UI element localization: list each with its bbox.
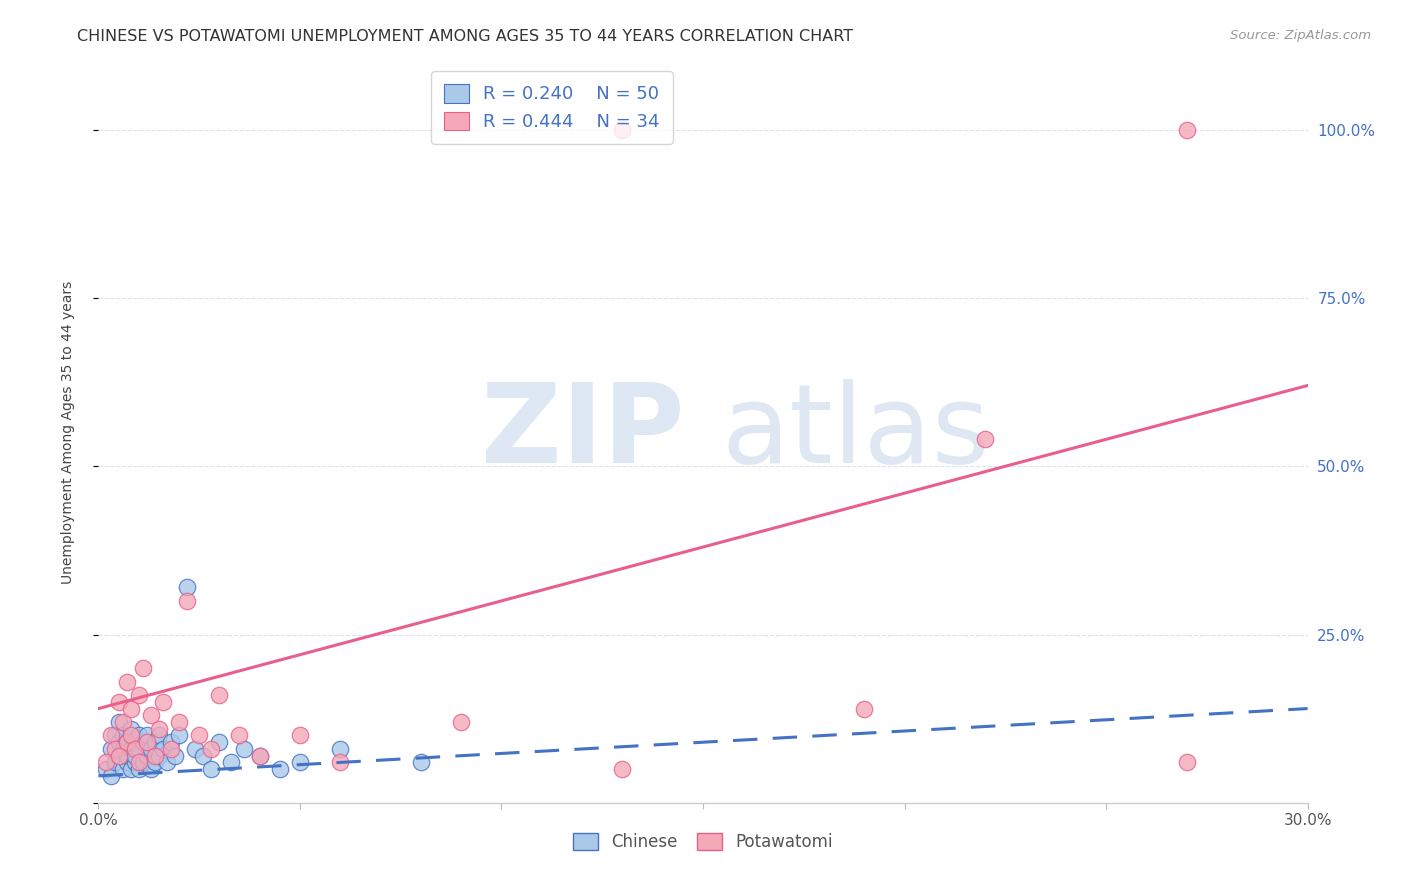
Point (288, 756, 311, 770)
Point (115, 756, 138, 770)
Point (120, 722, 142, 736)
Point (176, 594, 198, 608)
Point (107, 748, 129, 763)
Point (115, 674, 138, 689)
Point (100, 769, 122, 783)
Point (221, 756, 243, 770)
Point (152, 695, 174, 709)
Point (120, 762, 142, 776)
Point (107, 714, 129, 729)
Point (193, 748, 215, 763)
Point (1175, 122, 1198, 136)
Point (249, 748, 271, 763)
Point (143, 735, 166, 749)
Point (167, 714, 190, 729)
Point (120, 729, 142, 743)
Point (115, 735, 138, 749)
Point (135, 735, 157, 749)
Point (152, 742, 174, 756)
Point (115, 748, 138, 763)
Point (111, 742, 134, 756)
Point (200, 742, 222, 756)
Point (167, 729, 190, 743)
Point (132, 756, 155, 770)
Point (148, 748, 170, 763)
Text: ZIP: ZIP (481, 379, 685, 486)
Legend: Chinese, Potawatomi: Chinese, Potawatomi (567, 826, 839, 857)
Point (115, 735, 138, 749)
Point (228, 729, 250, 743)
Point (249, 748, 271, 763)
Point (111, 762, 134, 776)
Point (124, 735, 146, 749)
Point (128, 762, 150, 776)
Point (450, 714, 472, 729)
Point (208, 735, 231, 749)
Point (128, 756, 150, 770)
Point (128, 688, 150, 702)
Point (232, 742, 254, 756)
Point (139, 708, 162, 723)
Point (974, 433, 997, 447)
Point (100, 742, 122, 756)
Point (160, 735, 183, 749)
Point (107, 695, 129, 709)
Point (124, 756, 146, 770)
Point (139, 742, 162, 756)
Point (100, 729, 122, 743)
Point (120, 742, 142, 756)
Point (111, 714, 134, 729)
Point (612, 762, 634, 776)
Point (139, 762, 162, 776)
Point (135, 729, 157, 743)
Point (111, 729, 134, 743)
Point (329, 742, 352, 756)
Point (124, 748, 146, 763)
Point (103, 756, 125, 770)
Point (288, 729, 311, 743)
Point (160, 742, 183, 756)
Point (128, 742, 150, 756)
Point (329, 756, 352, 770)
Point (184, 742, 207, 756)
Point (107, 735, 129, 749)
Point (120, 701, 142, 715)
Text: Source: ZipAtlas.com: Source: ZipAtlas.com (1230, 29, 1371, 42)
Point (156, 756, 179, 770)
Point (148, 729, 170, 743)
Point (132, 661, 155, 675)
Point (200, 762, 222, 776)
Point (143, 756, 166, 770)
Point (96, 762, 118, 776)
Point (124, 742, 146, 756)
Point (612, 122, 634, 136)
Point (148, 722, 170, 736)
Point (103, 742, 125, 756)
Point (1175, 756, 1198, 770)
Point (208, 688, 231, 702)
Point (163, 748, 186, 763)
Text: atlas: atlas (721, 379, 990, 486)
Point (107, 748, 129, 763)
Point (188, 729, 211, 743)
Y-axis label: Unemployment Among Ages 35 to 44 years: Unemployment Among Ages 35 to 44 years (60, 281, 75, 584)
Point (96, 756, 118, 770)
Point (128, 729, 150, 743)
Point (135, 748, 157, 763)
Point (103, 729, 125, 743)
Text: CHINESE VS POTAWATOMI UNEMPLOYMENT AMONG AGES 35 TO 44 YEARS CORRELATION CHART: CHINESE VS POTAWATOMI UNEMPLOYMENT AMONG… (77, 29, 853, 44)
Point (176, 581, 198, 595)
Point (269, 762, 291, 776)
Point (853, 701, 876, 715)
Point (143, 748, 166, 763)
Point (409, 756, 432, 770)
Point (132, 735, 155, 749)
